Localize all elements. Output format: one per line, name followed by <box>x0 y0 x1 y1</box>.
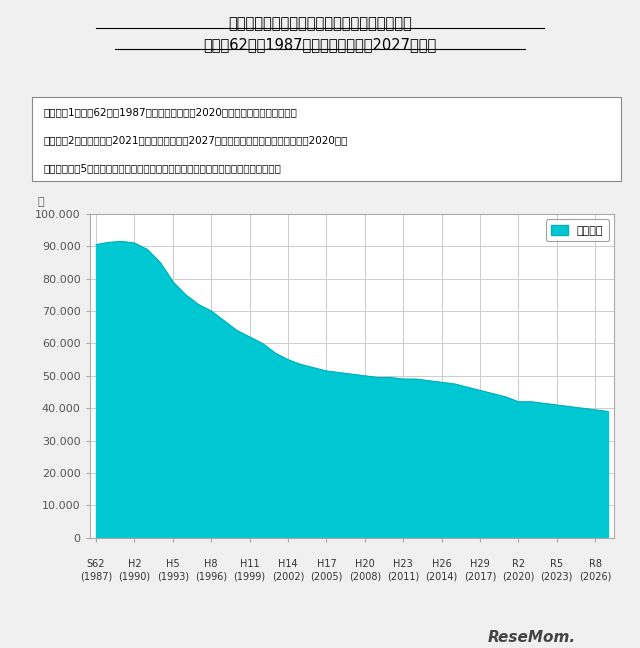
Text: H29: H29 <box>470 559 490 569</box>
Text: H2: H2 <box>127 559 141 569</box>
Text: (2017): (2017) <box>464 572 496 582</box>
Text: 人: 人 <box>37 198 44 207</box>
Text: H5: H5 <box>166 559 180 569</box>
Text: ReseMom.: ReseMom. <box>488 630 576 645</box>
Text: (2023): (2023) <box>541 572 573 582</box>
Text: 2　令和３年（2021年）～令和９年（2027年）は学校基本調査（令和２年（2020年）: 2 令和３年（2021年）～令和９年（2027年）は学校基本調査（令和２年（20… <box>44 135 348 145</box>
Text: R5: R5 <box>550 559 563 569</box>
Text: (2005): (2005) <box>310 572 342 582</box>
Text: 北海道における中学校卒業（見込）者数の推移: 北海道における中学校卒業（見込）者数の推移 <box>228 16 412 31</box>
Text: (2020): (2020) <box>502 572 534 582</box>
Text: 5月１日現在）に準じた調査による在籍児童・生徒数を基に推計した。: 5月１日現在）に準じた調査による在籍児童・生徒数を基に推計した。 <box>44 163 282 173</box>
Text: H26: H26 <box>432 559 451 569</box>
Text: R2: R2 <box>512 559 525 569</box>
Text: (2002): (2002) <box>272 572 304 582</box>
Text: (1999): (1999) <box>234 572 266 582</box>
Text: R8: R8 <box>589 559 602 569</box>
Text: （昭和62年（1987年）～令和９年（2027年））: （昭和62年（1987年）～令和９年（2027年）） <box>204 38 436 52</box>
Text: H17: H17 <box>317 559 336 569</box>
Text: (2014): (2014) <box>426 572 458 582</box>
Text: S62: S62 <box>87 559 105 569</box>
Text: (1996): (1996) <box>195 572 227 582</box>
Text: (1990): (1990) <box>118 572 150 582</box>
Text: H23: H23 <box>394 559 413 569</box>
Text: （注）　1　昭和62年（1987年）～令和２年（2020年）は実卒業者数である．: （注） 1 昭和62年（1987年）～令和２年（2020年）は実卒業者数である． <box>44 108 298 117</box>
Text: H8: H8 <box>204 559 218 569</box>
Text: H14: H14 <box>278 559 298 569</box>
Text: (1987): (1987) <box>80 572 112 582</box>
Text: H11: H11 <box>240 559 259 569</box>
Text: (2011): (2011) <box>387 572 419 582</box>
Text: H20: H20 <box>355 559 374 569</box>
Legend: 卒業者数: 卒業者数 <box>546 220 609 241</box>
FancyBboxPatch shape <box>32 97 621 181</box>
Text: (1993): (1993) <box>157 572 189 582</box>
Text: (2008): (2008) <box>349 572 381 582</box>
Text: (2026): (2026) <box>579 572 611 582</box>
